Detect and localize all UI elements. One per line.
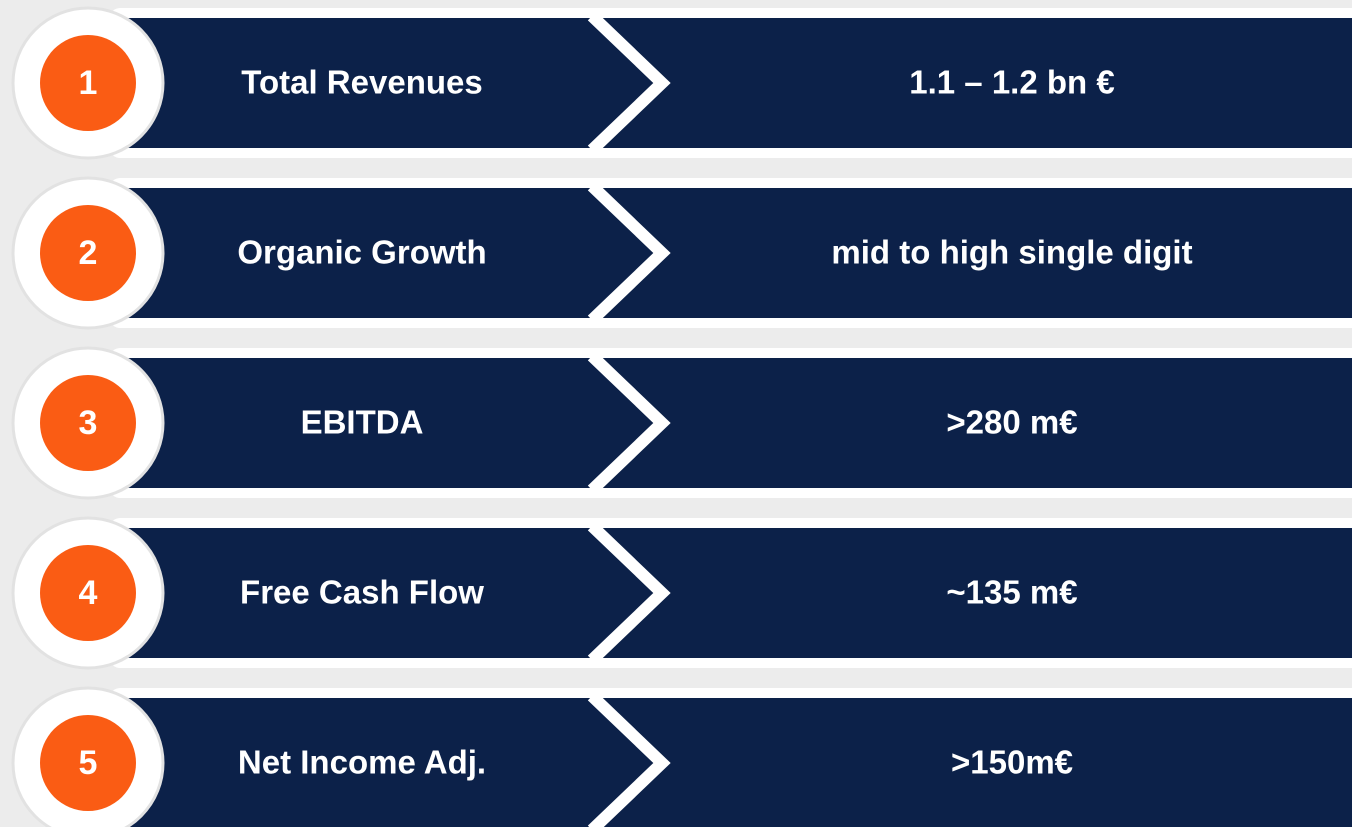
badge	[40, 35, 136, 131]
row-band	[120, 698, 1352, 827]
badge	[40, 715, 136, 811]
row-band	[120, 18, 1352, 148]
chevron	[587, 11, 671, 155]
chevron	[587, 691, 671, 827]
kpi-label: Organic Growth	[237, 234, 486, 271]
kpi-row: 2 Organic Growth mid to high single digit	[11, 176, 1352, 330]
kpi-value: 1.1 – 1.2 bn €	[909, 64, 1114, 101]
badge	[40, 545, 136, 641]
chevron	[587, 351, 671, 495]
badge-number: 1	[79, 64, 98, 102]
kpi-label: Free Cash Flow	[240, 574, 484, 611]
chevron	[587, 521, 671, 665]
kpi-row: 3 EBITDA >280 m€	[11, 346, 1352, 500]
badge-number: 2	[79, 234, 98, 272]
kpi-label: Total Revenues	[241, 64, 482, 101]
badge-number: 5	[79, 744, 98, 782]
kpi-label: Net Income Adj.	[238, 744, 486, 781]
badge-number: 3	[79, 404, 98, 442]
chevron	[587, 181, 671, 325]
kpi-row: 4 Free Cash Flow ~135 m€	[11, 516, 1352, 670]
kpi-label: EBITDA	[301, 404, 424, 441]
kpi-row: 1 Total Revenues 1.1 – 1.2 bn €	[11, 6, 1352, 160]
badge	[40, 375, 136, 471]
kpi-value: >280 m€	[946, 404, 1077, 441]
badge-number: 4	[79, 574, 98, 612]
row-band	[120, 358, 1352, 488]
row-band	[120, 188, 1352, 318]
kpi-value: ~135 m€	[946, 574, 1077, 611]
badge	[40, 205, 136, 301]
kpi-value: mid to high single digit	[831, 234, 1192, 271]
row-band	[120, 528, 1352, 658]
kpi-row: 5 Net Income Adj. >150m€	[11, 686, 1352, 827]
kpi-value: >150m€	[951, 744, 1073, 781]
